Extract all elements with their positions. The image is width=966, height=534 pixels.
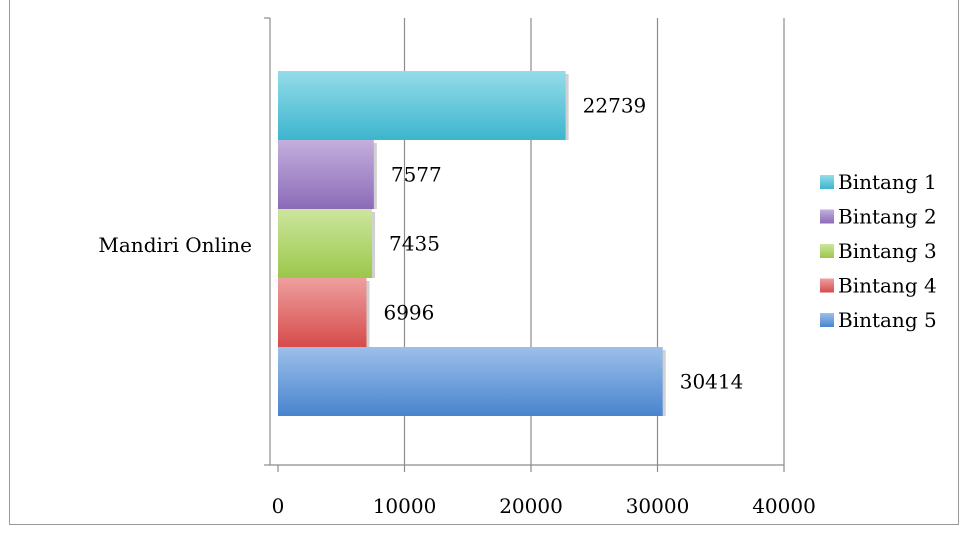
data-label: 7577	[391, 163, 442, 187]
x-axis-tick-labels: 0 10000 20000 30000 40000	[272, 494, 816, 518]
bar-shadow	[372, 212, 376, 278]
x-tick-label: 40000	[752, 494, 816, 518]
bar-shadow	[366, 281, 370, 347]
x-tick-label: 0	[272, 494, 285, 518]
bar-shadow	[373, 143, 377, 209]
x-tick-label: 10000	[373, 494, 437, 518]
legend-label: Bintang 2	[838, 205, 937, 229]
x-tick-label: 20000	[499, 494, 563, 518]
data-label: 30414	[680, 370, 744, 394]
bar-bintang-1	[278, 71, 566, 140]
legend-swatch	[820, 209, 834, 224]
legend-swatch	[820, 244, 834, 258]
legend-label: Bintang 1	[838, 170, 937, 194]
axes	[264, 17, 785, 472]
bar-bintang-5	[278, 347, 663, 416]
bar-bintang-3	[278, 209, 373, 278]
legend-label: Bintang 3	[838, 239, 937, 263]
legend-swatch	[820, 313, 834, 327]
category-label: Mandiri Online	[98, 233, 252, 257]
legend-swatch	[820, 175, 834, 189]
data-label: 7435	[389, 232, 440, 256]
legend-swatch	[820, 278, 834, 293]
data-labels: 22739 7577 7435 6996 30414	[383, 94, 743, 394]
bar-shadow	[565, 74, 569, 140]
legend-label: Bintang 4	[838, 274, 937, 298]
bar-shadow	[662, 350, 666, 416]
bars	[278, 71, 666, 416]
legend: Bintang 1 Bintang 2 Bintang 3 Bintang 4 Bint…	[820, 170, 937, 332]
x-tick-label: 30000	[626, 494, 690, 518]
data-label: 6996	[383, 301, 434, 325]
data-label: 22739	[583, 94, 647, 118]
legend-label: Bintang 5	[838, 308, 937, 332]
bar-bintang-4	[278, 278, 367, 347]
bar-bintang-2	[278, 140, 374, 209]
